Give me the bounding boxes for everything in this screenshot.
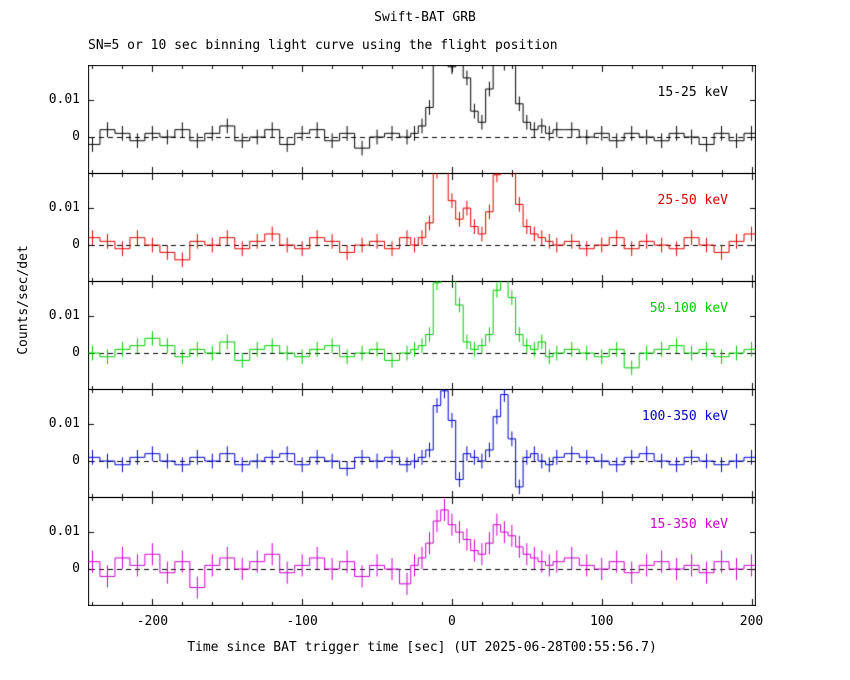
- lightcurve-canvas-15-25-kev: [88, 65, 756, 174]
- panel-15-350-kev: 0.01 0 15-350 keV: [49, 497, 756, 606]
- y-tick-label: 0: [72, 561, 80, 576]
- y-tick-label: 0: [72, 129, 80, 144]
- y-tick-label: 0.01: [48, 308, 80, 323]
- panel-100-350-kev: 0.01 0 100-350 keV: [49, 389, 756, 498]
- panel-50-100-kev: 0.01 0 50-100 keV: [49, 281, 756, 390]
- x-tick-label: 200: [739, 614, 764, 629]
- x-tick-label: 100: [589, 614, 614, 629]
- band-label-15-350-kev: 15-350 keV: [649, 517, 728, 532]
- band-label-50-100-kev: 50-100 keV: [649, 301, 728, 316]
- band-label-15-25-kev: 15-25 keV: [657, 85, 728, 100]
- lightcurve-canvas-15-350-kev: [88, 497, 756, 606]
- x-tick-label: -200: [136, 614, 169, 629]
- lightcurve-canvas-25-50-kev: [88, 173, 756, 282]
- chart-subtitle: SN=5 or 10 sec binning light curve using…: [88, 38, 558, 53]
- x-tick-label: 0: [448, 614, 456, 629]
- panel-15-25-kev: 0.01 0 15-25 keV: [49, 65, 756, 174]
- y-tick-label: 0.01: [48, 416, 80, 431]
- y-tick-label: 0.01: [48, 524, 80, 539]
- y-axis-label: Counts/sec/det: [16, 245, 31, 355]
- x-tick-label: -100: [286, 614, 318, 629]
- lightcurve-canvas-100-350-kev: [88, 389, 756, 498]
- panel-stack: 0.01 0 15-25 keV 0.01 0 25-50 keV 0.01 0…: [49, 65, 756, 606]
- lightcurve-canvas-50-100-kev: [88, 281, 756, 390]
- x-axis-label: Time since BAT trigger time [sec] (UT 20…: [187, 640, 657, 655]
- y-tick-label: 0.01: [48, 200, 80, 215]
- y-tick-label: 0: [72, 345, 80, 360]
- band-label-25-50-kev: 25-50 keV: [657, 193, 728, 208]
- panel-25-50-kev: 0.01 0 25-50 keV: [49, 173, 756, 282]
- y-tick-label: 0.01: [48, 92, 80, 107]
- chart-title: Swift-BAT GRB: [374, 10, 476, 25]
- y-tick-label: 0: [72, 453, 80, 468]
- band-label-100-350-kev: 100-350 keV: [641, 409, 728, 424]
- y-tick-label: 0: [72, 237, 80, 252]
